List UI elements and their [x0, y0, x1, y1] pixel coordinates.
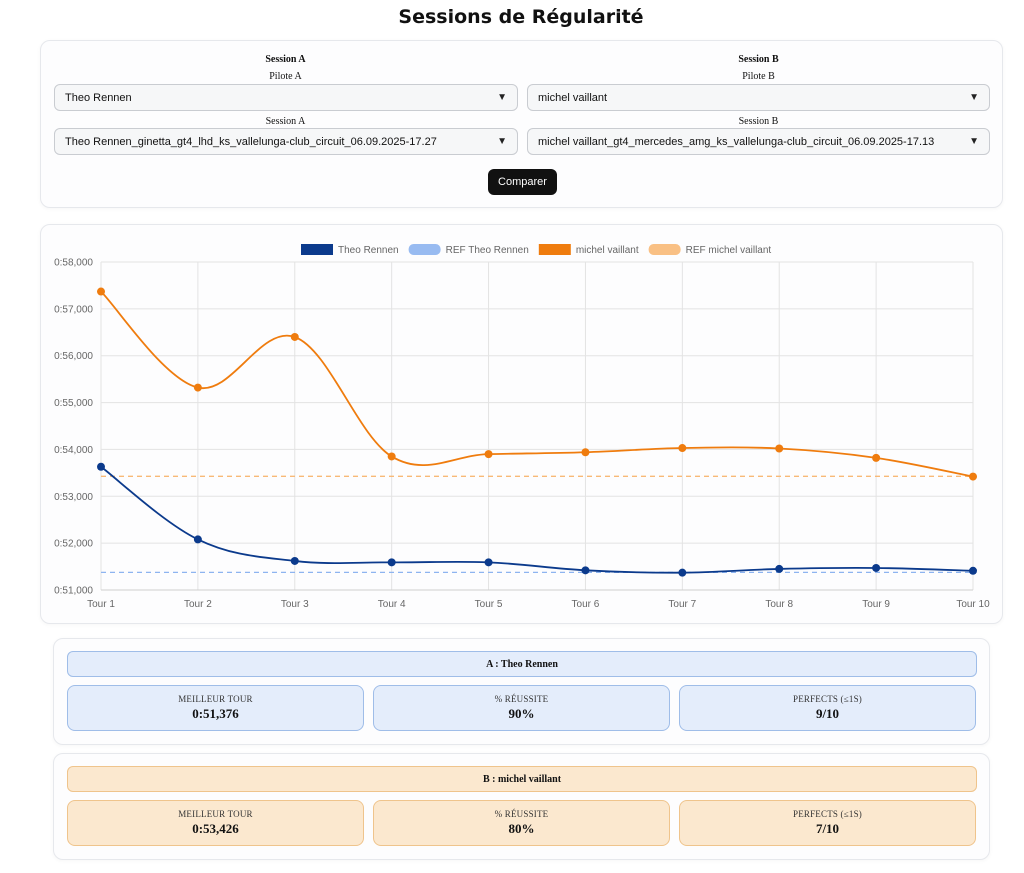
- data-point: [290, 556, 299, 565]
- success-value: 90%: [508, 706, 535, 721]
- session-b-select[interactable]: michel vaillant_gt4_mercedes_amg_ks_vall…: [527, 128, 990, 155]
- best-lap-value: 0:53,426: [192, 821, 239, 836]
- perfects-value: 9/10: [815, 706, 840, 721]
- x-tick-label: Tour 7: [668, 599, 696, 610]
- y-tick-label: 0:54,000: [54, 445, 93, 456]
- x-tick-label: Tour 4: [378, 599, 406, 610]
- y-tick-label: 0:52,000: [54, 539, 93, 550]
- data-point: [484, 558, 493, 567]
- legend-swatch: [301, 244, 333, 255]
- chevron-down-icon: ▼: [497, 136, 507, 147]
- data-point: [387, 452, 396, 461]
- pilot-a-select[interactable]: Theo Rennen ▼: [54, 84, 518, 111]
- data-point: [581, 566, 590, 575]
- session-a-select[interactable]: Theo Rennen_ginetta_gt4_lhd_ks_vallelung…: [54, 128, 518, 155]
- best-lap-box-b: MEILLEUR TOUR 0:53,426: [67, 800, 364, 846]
- x-tick-label: Tour 3: [281, 599, 309, 610]
- x-tick-label: Tour 5: [475, 599, 503, 610]
- chevron-down-icon: ▼: [969, 136, 979, 147]
- y-tick-label: 0:53,000: [54, 492, 93, 503]
- stats-card-b: B : michel vaillant MEILLEUR TOUR 0:53,4…: [53, 753, 990, 860]
- best-lap-value: 0:51,376: [192, 706, 239, 721]
- best-lap-label: MEILLEUR TOUR: [178, 694, 253, 704]
- data-point: [193, 383, 202, 392]
- pilot-b-label: Pilote B: [742, 71, 775, 82]
- session-selection-card: Session A Pilote A Theo Rennen ▼ Session…: [40, 40, 1003, 208]
- data-point: [387, 558, 396, 567]
- y-tick-label: 0:58,000: [54, 258, 93, 269]
- perfects-box-b: PERFECTS (≤1S) 7/10: [679, 800, 976, 846]
- legend-label: Theo Rennen: [338, 245, 399, 256]
- data-point: [775, 564, 784, 573]
- success-box-b: % RÉUSSITE 80%: [373, 800, 670, 846]
- compare-button[interactable]: Comparer: [488, 169, 557, 195]
- chevron-down-icon: ▼: [969, 92, 979, 103]
- driver-b-header: B : michel vaillant: [67, 766, 977, 792]
- page-title: Sessions de Régularité: [398, 6, 644, 28]
- best-lap-label: MEILLEUR TOUR: [178, 809, 253, 819]
- y-tick-label: 0:55,000: [54, 398, 93, 409]
- perfects-label: PERFECTS (≤1S): [792, 809, 862, 819]
- success-box-a: % RÉUSSITE 90%: [373, 685, 670, 731]
- x-tick-label: Tour 2: [184, 599, 212, 610]
- session-b-heading: Session B: [738, 54, 779, 65]
- legend-swatch: [408, 244, 441, 255]
- data-point: [581, 448, 590, 457]
- best-lap-box-a: MEILLEUR TOUR 0:51,376: [67, 685, 364, 731]
- pilot-a-label: Pilote A: [269, 71, 302, 82]
- lap-times-chart: 0:51,000 0:52,000 0:53,000 0:54,000 0:55,000…: [54, 244, 990, 610]
- x-tick-label: Tour 6: [572, 599, 600, 610]
- y-tick-label: 0:57,000: [54, 304, 93, 315]
- data-point: [97, 287, 105, 296]
- pilot-b-select[interactable]: michel vaillant ▼: [527, 84, 990, 111]
- series-line: [100, 466, 974, 574]
- pilot-a-select-value: Theo Rennen: [65, 91, 132, 104]
- data-point: [872, 453, 881, 462]
- session-b-select-value: michel vaillant_gt4_mercedes_amg_ks_vall…: [538, 135, 935, 148]
- perfects-value: 7/10: [815, 821, 840, 836]
- pilot-b-select-value: michel vaillant: [538, 91, 608, 104]
- legend-swatch: [648, 244, 681, 255]
- session-a-label: Session A: [265, 116, 306, 127]
- legend-label: REF michel vaillant: [686, 245, 772, 256]
- x-tick-label: Tour 8: [765, 599, 793, 610]
- legend-swatch: [538, 244, 571, 255]
- data-point: [969, 566, 977, 575]
- chevron-down-icon: ▼: [497, 92, 507, 103]
- success-label: % RÉUSSITE: [494, 809, 549, 819]
- data-point: [872, 563, 881, 572]
- data-point: [484, 450, 493, 459]
- y-tick-label: 0:56,000: [54, 351, 93, 362]
- data-point: [678, 444, 687, 453]
- legend-label: REF Theo Rennen: [446, 245, 529, 256]
- series-line: [100, 290, 974, 478]
- session-b-label: Session B: [738, 116, 779, 127]
- x-tick-label: Tour 10: [956, 599, 990, 610]
- data-point: [97, 462, 105, 471]
- session-a-select-value: Theo Rennen_ginetta_gt4_lhd_ks_vallelung…: [65, 135, 437, 148]
- success-value: 80%: [508, 821, 535, 836]
- perfects-label: PERFECTS (≤1S): [792, 694, 862, 704]
- data-point: [290, 332, 299, 341]
- perfects-box-a: PERFECTS (≤1S) 9/10: [679, 685, 976, 731]
- data-point: [969, 472, 977, 481]
- lap-times-chart-card: 0:51,000 0:52,000 0:53,000 0:54,000 0:55,000…: [40, 224, 1003, 624]
- data-point: [678, 568, 687, 577]
- x-tick-label: Tour 1: [87, 599, 115, 610]
- session-a-heading: Session A: [265, 54, 306, 65]
- x-tick-label: Tour 9: [862, 599, 890, 610]
- y-tick-label: 0:51,000: [54, 586, 93, 597]
- stats-card-a: A : Theo Rennen MEILLEUR TOUR 0:51,376 %…: [53, 638, 990, 745]
- data-point: [193, 535, 202, 544]
- legend-label: michel vaillant: [576, 245, 639, 256]
- data-point: [775, 444, 784, 453]
- success-label: % RÉUSSITE: [494, 694, 549, 704]
- driver-a-header: A : Theo Rennen: [67, 651, 977, 677]
